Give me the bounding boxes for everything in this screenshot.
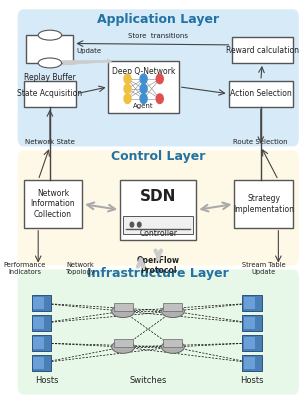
FancyBboxPatch shape xyxy=(32,295,51,311)
Text: Reward calculation: Reward calculation xyxy=(226,46,299,54)
FancyBboxPatch shape xyxy=(244,357,255,369)
FancyBboxPatch shape xyxy=(232,37,293,63)
Ellipse shape xyxy=(38,30,62,40)
Text: Action Selection: Action Selection xyxy=(230,89,292,98)
FancyBboxPatch shape xyxy=(23,81,76,107)
Text: Agent: Agent xyxy=(133,103,154,109)
FancyBboxPatch shape xyxy=(23,180,82,228)
FancyBboxPatch shape xyxy=(244,317,255,329)
Text: Route Selection: Route Selection xyxy=(233,140,288,146)
Circle shape xyxy=(140,74,147,84)
FancyBboxPatch shape xyxy=(114,303,133,311)
Ellipse shape xyxy=(112,341,135,353)
Circle shape xyxy=(130,222,134,227)
Text: Strategy
Implementation: Strategy Implementation xyxy=(233,194,294,214)
FancyBboxPatch shape xyxy=(32,355,51,371)
FancyBboxPatch shape xyxy=(164,303,182,311)
FancyBboxPatch shape xyxy=(32,315,51,331)
Text: Switches: Switches xyxy=(129,376,167,385)
Text: OpenFlow
Protocol: OpenFlow Protocol xyxy=(137,256,180,275)
Circle shape xyxy=(137,222,141,227)
Text: Controller: Controller xyxy=(139,229,177,238)
FancyBboxPatch shape xyxy=(33,297,44,309)
FancyBboxPatch shape xyxy=(18,150,299,266)
Text: Store  transitions: Store transitions xyxy=(128,33,188,39)
FancyBboxPatch shape xyxy=(108,61,179,113)
FancyBboxPatch shape xyxy=(114,339,133,347)
FancyBboxPatch shape xyxy=(229,81,293,107)
Text: Update: Update xyxy=(76,48,101,54)
FancyBboxPatch shape xyxy=(242,295,261,311)
Text: Replay Buffer: Replay Buffer xyxy=(24,73,76,82)
Text: Network State: Network State xyxy=(25,140,75,146)
FancyBboxPatch shape xyxy=(244,337,255,349)
FancyBboxPatch shape xyxy=(242,335,261,351)
Ellipse shape xyxy=(112,305,135,318)
Text: Network
Topology: Network Topology xyxy=(66,262,95,274)
Text: Stream Table
Update: Stream Table Update xyxy=(242,262,286,274)
FancyBboxPatch shape xyxy=(33,357,44,369)
FancyBboxPatch shape xyxy=(33,337,44,349)
Circle shape xyxy=(124,74,131,84)
Text: Deep Q-Network: Deep Q-Network xyxy=(112,67,175,76)
FancyBboxPatch shape xyxy=(164,339,182,347)
FancyBboxPatch shape xyxy=(32,335,51,351)
FancyBboxPatch shape xyxy=(234,180,293,228)
Text: Infrastructure Layer: Infrastructure Layer xyxy=(87,267,229,280)
Circle shape xyxy=(140,84,147,94)
FancyBboxPatch shape xyxy=(26,35,73,63)
Text: Network
Information
Collection: Network Information Collection xyxy=(30,189,75,219)
Circle shape xyxy=(124,94,131,104)
FancyBboxPatch shape xyxy=(18,9,299,146)
Circle shape xyxy=(140,94,147,104)
Text: Application Layer: Application Layer xyxy=(97,13,219,26)
FancyBboxPatch shape xyxy=(123,216,193,234)
Ellipse shape xyxy=(38,58,62,68)
Text: Hosts: Hosts xyxy=(240,376,264,385)
Text: State Acquisition: State Acquisition xyxy=(17,89,83,98)
Circle shape xyxy=(156,94,163,104)
Text: SDN: SDN xyxy=(140,189,176,204)
FancyBboxPatch shape xyxy=(33,317,44,329)
Circle shape xyxy=(156,74,163,84)
Text: Control Layer: Control Layer xyxy=(111,150,205,163)
Text: Hosts: Hosts xyxy=(35,376,59,385)
Ellipse shape xyxy=(161,341,184,353)
Ellipse shape xyxy=(161,305,184,318)
FancyBboxPatch shape xyxy=(120,180,197,240)
Circle shape xyxy=(124,84,131,94)
FancyBboxPatch shape xyxy=(244,297,255,309)
FancyBboxPatch shape xyxy=(242,355,261,371)
Text: Performance
Indicators: Performance Indicators xyxy=(4,262,46,274)
FancyBboxPatch shape xyxy=(242,315,261,331)
FancyBboxPatch shape xyxy=(18,270,299,395)
